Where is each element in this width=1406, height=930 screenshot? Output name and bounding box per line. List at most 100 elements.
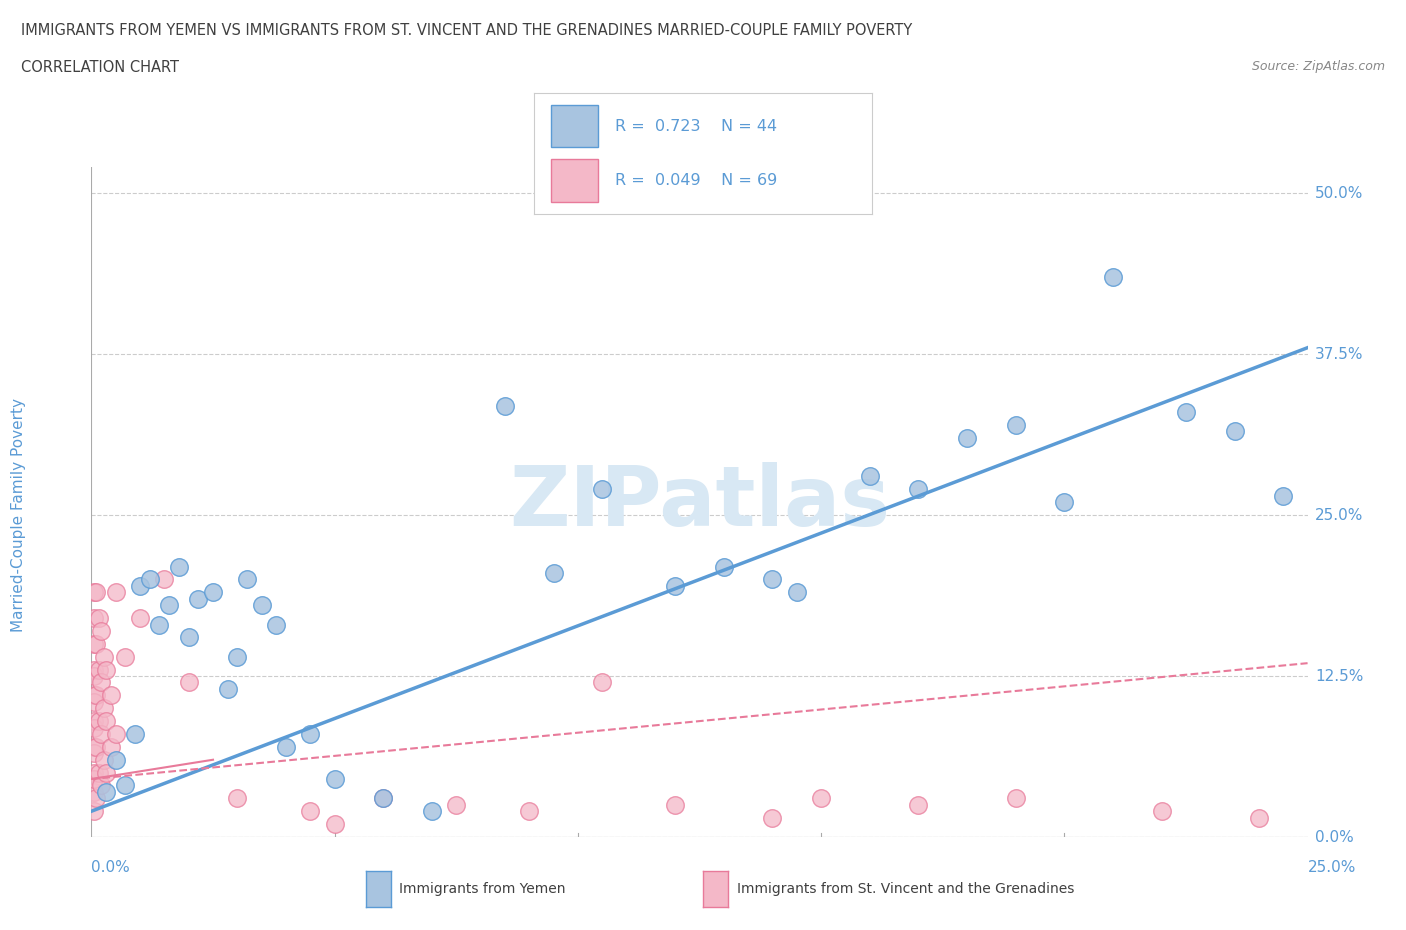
- Point: [87, 662, 110, 677]
- Text: 37.5%: 37.5%: [1315, 347, 1364, 362]
- Point: [859, 469, 882, 484]
- Point: [84, 636, 107, 651]
- Text: Married-Couple Family Poverty: Married-Couple Family Poverty: [11, 398, 25, 632]
- Point: [94, 785, 117, 800]
- Point: [124, 726, 146, 741]
- Point: [373, 790, 395, 805]
- Point: [94, 713, 117, 728]
- Point: [543, 565, 565, 580]
- Point: [90, 726, 112, 741]
- Text: 0.0%: 0.0%: [91, 860, 131, 875]
- Point: [274, 739, 297, 754]
- Point: [323, 817, 346, 831]
- Point: [1272, 488, 1295, 503]
- Point: [90, 675, 112, 690]
- Point: [84, 739, 107, 754]
- Text: IMMIGRANTS FROM YEMEN VS IMMIGRANTS FROM ST. VINCENT AND THE GRENADINES MARRIED-: IMMIGRANTS FROM YEMEN VS IMMIGRANTS FROM…: [21, 23, 912, 38]
- Point: [177, 630, 200, 644]
- Bar: [551, 160, 599, 202]
- Point: [90, 778, 112, 793]
- Point: [94, 765, 117, 780]
- Text: Source: ZipAtlas.com: Source: ZipAtlas.com: [1251, 60, 1385, 73]
- Point: [83, 713, 105, 728]
- Point: [83, 585, 105, 600]
- Text: R =  0.723    N = 44: R = 0.723 N = 44: [616, 119, 778, 134]
- Point: [664, 797, 686, 812]
- Point: [129, 578, 152, 593]
- Point: [517, 804, 540, 818]
- Point: [94, 662, 117, 677]
- Point: [187, 591, 209, 606]
- Point: [250, 598, 273, 613]
- Point: [100, 739, 122, 754]
- Point: [226, 790, 249, 805]
- Point: [157, 598, 180, 613]
- Point: [226, 649, 249, 664]
- Point: [1150, 804, 1173, 818]
- Point: [83, 636, 105, 651]
- Point: [1004, 418, 1026, 432]
- Text: 25.0%: 25.0%: [1308, 860, 1355, 875]
- Point: [153, 572, 176, 587]
- Point: [83, 785, 105, 800]
- Point: [761, 572, 783, 587]
- Point: [83, 611, 105, 626]
- Point: [761, 810, 783, 825]
- Point: [373, 790, 395, 805]
- Point: [1004, 790, 1026, 805]
- Point: [83, 739, 105, 754]
- Text: 50.0%: 50.0%: [1315, 186, 1364, 201]
- Point: [83, 804, 105, 818]
- Point: [264, 618, 287, 632]
- Point: [87, 713, 110, 728]
- Point: [1053, 495, 1076, 510]
- Point: [956, 431, 979, 445]
- Point: [786, 585, 808, 600]
- Point: [93, 752, 115, 767]
- Point: [87, 611, 110, 626]
- Point: [83, 669, 105, 684]
- Point: [907, 482, 929, 497]
- Point: [236, 572, 259, 587]
- Text: 25.0%: 25.0%: [1315, 508, 1364, 523]
- Point: [84, 790, 107, 805]
- Point: [177, 675, 200, 690]
- Point: [104, 726, 127, 741]
- Point: [83, 765, 105, 780]
- Point: [1175, 405, 1198, 419]
- Point: [93, 649, 115, 664]
- Text: R =  0.049    N = 69: R = 0.049 N = 69: [616, 173, 778, 188]
- Point: [84, 688, 107, 703]
- Point: [93, 701, 115, 716]
- Point: [713, 559, 735, 574]
- Text: Immigrants from Yemen: Immigrants from Yemen: [399, 882, 565, 897]
- Point: [83, 662, 105, 677]
- Point: [114, 649, 136, 664]
- Point: [664, 578, 686, 593]
- Point: [83, 720, 105, 735]
- Point: [494, 398, 516, 413]
- Text: CORRELATION CHART: CORRELATION CHART: [21, 60, 179, 75]
- Text: 0.0%: 0.0%: [1315, 830, 1354, 844]
- Point: [444, 797, 467, 812]
- Point: [148, 618, 170, 632]
- Point: [591, 482, 613, 497]
- Point: [83, 746, 105, 761]
- Point: [1247, 810, 1270, 825]
- Point: [591, 675, 613, 690]
- Point: [139, 572, 162, 587]
- Point: [299, 726, 322, 741]
- Point: [217, 682, 239, 697]
- Point: [907, 797, 929, 812]
- Point: [323, 772, 346, 787]
- Point: [104, 752, 127, 767]
- Point: [83, 688, 105, 703]
- Point: [114, 778, 136, 793]
- Point: [100, 688, 122, 703]
- Point: [83, 772, 105, 787]
- Point: [202, 585, 225, 600]
- Point: [299, 804, 322, 818]
- Point: [420, 804, 443, 818]
- Point: [167, 559, 190, 574]
- Point: [1223, 424, 1246, 439]
